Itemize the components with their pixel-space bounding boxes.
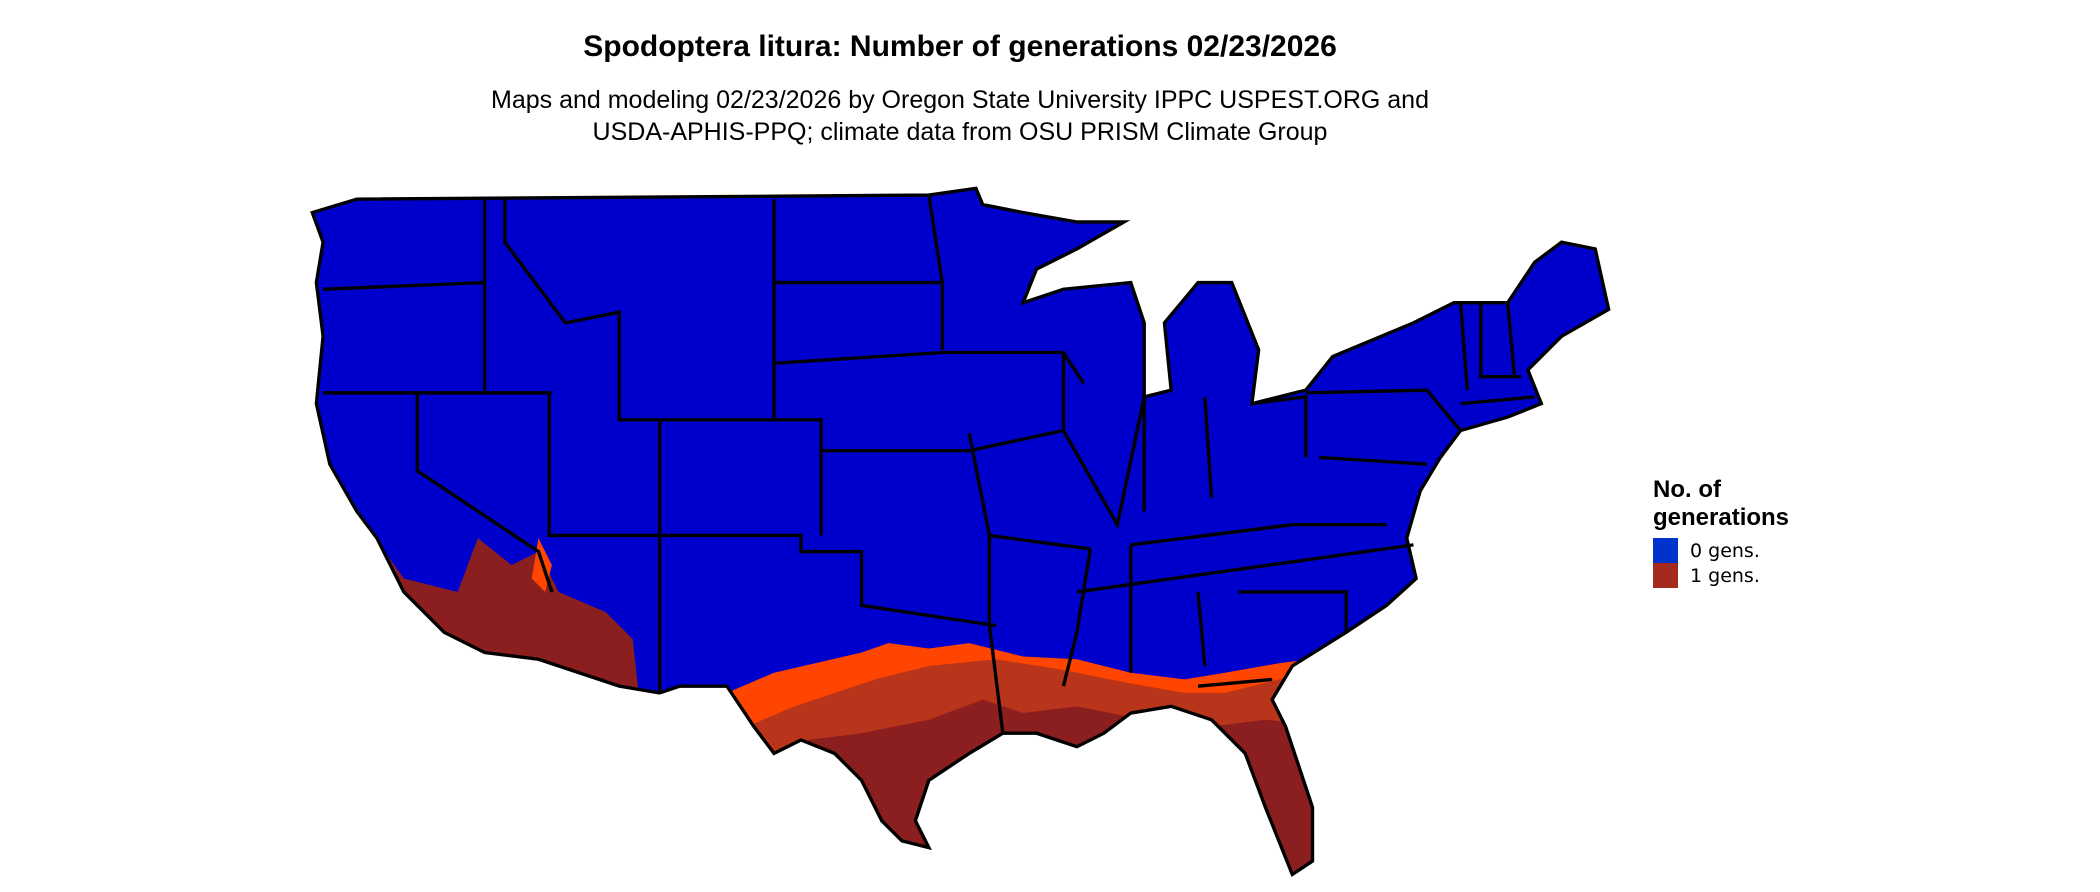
legend-label: 1 gens. [1690,564,1760,587]
map-title: Spodoptera litura: Number of generations… [583,30,1337,63]
legend-item-1-gens: 1 gens. [1653,563,1789,588]
legend: No. of generations 0 gens. 1 gens. [1653,476,1789,588]
legend-title-line-2: generations [1653,504,1790,531]
subtitle-line-1: Maps and modeling 02/23/2026 by Oregon S… [491,86,1429,114]
legend-swatch-red [1653,563,1678,588]
map-subtitle: Maps and modeling 02/23/2026 by Oregon S… [0,84,1920,148]
legend-item-0-gens: 0 gens. [1653,538,1789,563]
legend-label: 0 gens. [1690,539,1760,562]
state-boundaries [310,186,1611,877]
subtitle-line-2: USDA-APHIS-PPQ; climate data from OSU PR… [592,118,1328,146]
one-gen-southwest-region [370,531,640,700]
legend-title-line-1: No. of [1653,476,1721,503]
legend-swatch-blue [1653,538,1678,563]
